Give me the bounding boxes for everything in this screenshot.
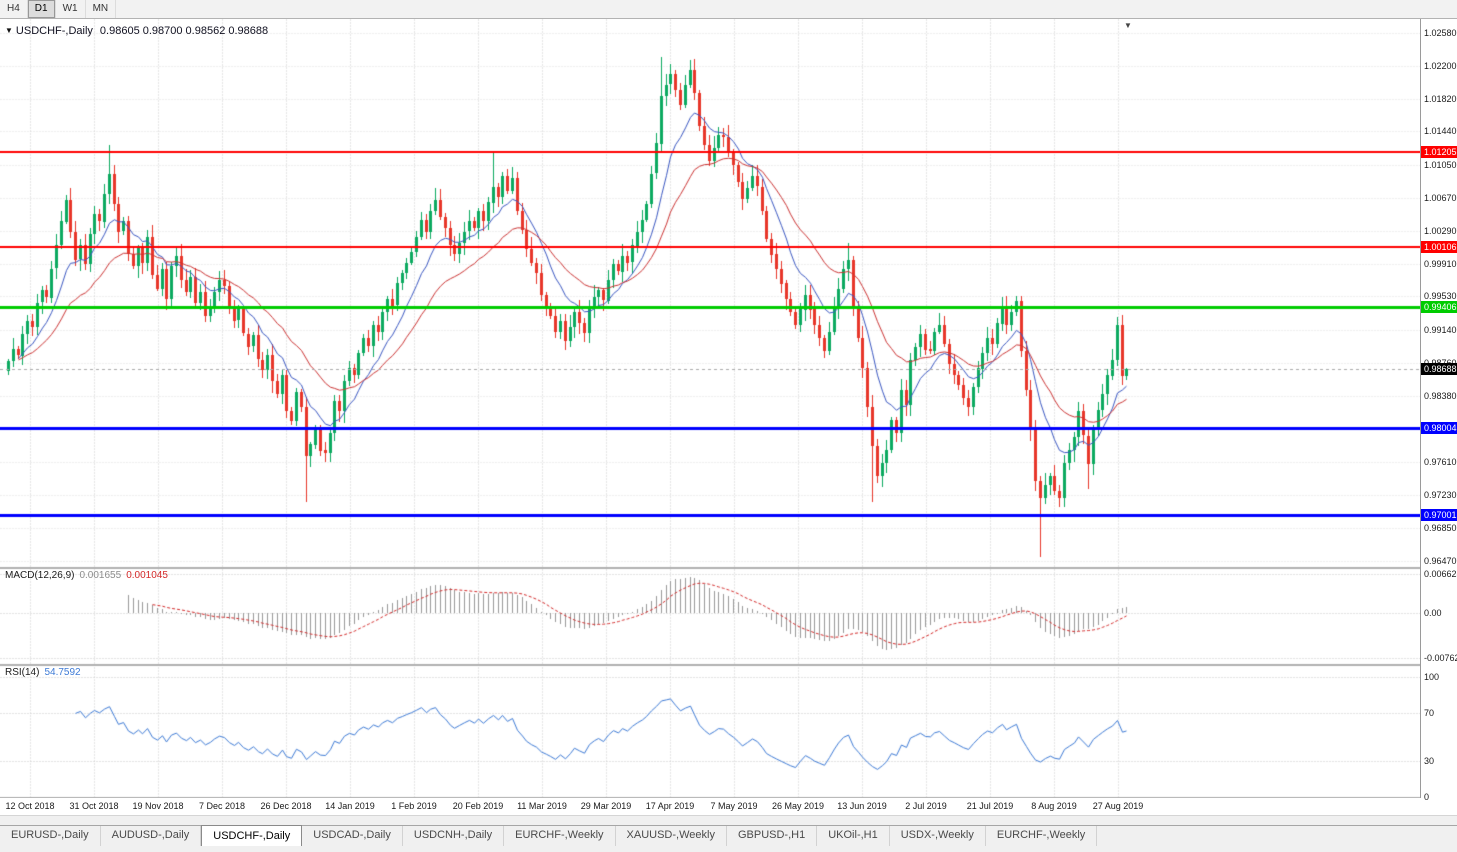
macd-tick-label: 0.00: [1424, 608, 1442, 618]
price-tick-label: 1.01440: [1424, 126, 1457, 137]
price-tick-label: 1.00290: [1424, 225, 1457, 236]
price-tick-label: 1.02580: [1424, 27, 1457, 38]
current-price-badge: 0.98688: [1421, 363, 1457, 376]
price-tick-label: 0.97610: [1424, 457, 1457, 468]
rsi-tick-label: 30: [1424, 756, 1435, 766]
chart-tab-6[interactable]: XAUUSD-,Weekly: [616, 826, 727, 846]
price-tick-label: 0.97230: [1424, 490, 1457, 501]
chart-tab-4[interactable]: USDCNH-,Daily: [403, 826, 505, 846]
price-chart-canvas[interactable]: [0, 19, 1420, 798]
chart-shift-icon: ▼: [1124, 21, 1132, 30]
date-label: 8 Aug 2019: [1031, 801, 1077, 811]
date-label: 20 Feb 2019: [452, 801, 504, 811]
date-label: 19 Nov 2018: [132, 801, 184, 811]
chart-dropdown-icon: ▼: [5, 26, 13, 35]
price-axis[interactable]: 1.02580 1.02200 1.01820 1.01440 1.01050 1.006…: [1420, 19, 1457, 802]
date-label: 26 May 2019: [771, 801, 825, 811]
hline-price-badge: 0.99406: [1421, 301, 1457, 314]
chart-tab-9[interactable]: USDX-,Weekly: [890, 826, 986, 846]
date-label: 11 Mar 2019: [517, 801, 567, 811]
date-label: 2 Jul 2019: [905, 801, 947, 811]
date-label: 7 May 2019: [710, 801, 758, 811]
price-tick-label: 1.00670: [1424, 192, 1457, 203]
chart-tab-7[interactable]: GBPUSD-,H1: [727, 826, 818, 846]
date-label: 13 Jun 2019: [837, 801, 887, 811]
timeframe-button-w1[interactable]: W1: [56, 0, 86, 18]
chart-tab-2[interactable]: USDCHF-,Daily: [201, 825, 303, 846]
macd-tick-label: 0.0066286: [1424, 568, 1457, 579]
timeframe-button-mn[interactable]: MN: [86, 0, 117, 18]
horizontal-scrollbar[interactable]: [0, 815, 1457, 825]
rsi-tick-label: 0: [1424, 792, 1430, 802]
rsi-label: RSI(14): [5, 667, 40, 678]
date-label: 17 Apr 2019: [645, 801, 695, 811]
rsi-panel-title: RSI(14) 54.7592: [5, 667, 86, 678]
chart-tab-1[interactable]: AUDUSD-,Daily: [101, 826, 202, 846]
macd-label: MACD(12,26,9): [5, 570, 75, 581]
macd-panel-title: MACD(12,26,9) 0.001655 0.001045: [5, 570, 173, 581]
chart-ohlc-values: 0.98605 0.98700 0.98562 0.98688: [99, 25, 269, 37]
rsi-tick-label: 70: [1424, 708, 1435, 718]
date-label: 27 Aug 2019: [1092, 801, 1144, 811]
hline-price-badge: 1.01205: [1421, 145, 1457, 158]
price-tick-label: 1.01050: [1424, 160, 1457, 171]
chart-tab-bar: EURUSD-,Daily AUDUSD-,Daily USDCHF-,Daily U…: [0, 825, 1457, 846]
timeframe-button-d1[interactable]: D1: [27, 0, 56, 18]
rsi-value: 54.7592: [44, 667, 81, 678]
price-tick-label: 1.01820: [1424, 93, 1457, 104]
rsi-tick-label: 100: [1424, 672, 1440, 682]
chart-tab-8[interactable]: UKOil-,H1: [817, 826, 890, 846]
price-tick-label: 0.99140: [1424, 325, 1457, 336]
timeframe-toolbar: H4 D1 W1 MN: [0, 0, 1457, 19]
timeframe-button-h4[interactable]: H4: [0, 0, 28, 18]
chart-title: ▼ USDCHF-,Daily 0.98605 0.98700 0.98562 0.…: [5, 25, 268, 37]
chart-tab-3[interactable]: USDCAD-,Daily: [302, 826, 403, 846]
price-tick-label: 0.98380: [1424, 390, 1457, 401]
price-tick-label: 0.96470: [1424, 555, 1457, 566]
date-label: 7 Dec 2018: [198, 801, 246, 811]
date-label: 29 Mar 2019: [580, 801, 632, 811]
date-label: 1 Feb 2019: [391, 801, 437, 811]
date-label: 12 Oct 2018: [5, 801, 55, 811]
date-label: 26 Dec 2018: [260, 801, 312, 811]
hline-price-badge: 0.97001: [1421, 509, 1457, 522]
window-bottom-edge: [0, 846, 1457, 852]
chart-symbol-label: USDCHF-,Daily: [15, 25, 93, 37]
hline-price-badge: 0.98004: [1421, 422, 1457, 435]
macd-signal-value: 0.001045: [126, 570, 168, 581]
date-label: 14 Jan 2019: [325, 801, 375, 811]
price-tick-label: 0.99530: [1424, 291, 1457, 302]
chart-tab-10[interactable]: EURCHF-,Weekly: [986, 826, 1098, 846]
chart-tab-5[interactable]: EURCHF-,Weekly: [504, 826, 616, 846]
price-tick-label: 1.02200: [1424, 60, 1457, 71]
date-label: 21 Jul 2019: [966, 801, 1014, 811]
price-tick-label: 0.96850: [1424, 523, 1457, 534]
price-tick-label: 0.98760: [1424, 358, 1457, 368]
chart-tab-0[interactable]: EURUSD-,Daily: [0, 826, 101, 846]
macd-tick-label: -0.00762: [1424, 652, 1457, 663]
hline-price-badge: 1.00106: [1421, 240, 1457, 253]
date-label: 31 Oct 2018: [69, 801, 119, 811]
macd-main-value: 0.001655: [79, 570, 122, 581]
price-tick-label: 0.99910: [1424, 258, 1457, 269]
time-axis[interactable]: 12 Oct 2018 31 Oct 2018 19 Nov 2018 7 Dec 2…: [0, 798, 1420, 815]
